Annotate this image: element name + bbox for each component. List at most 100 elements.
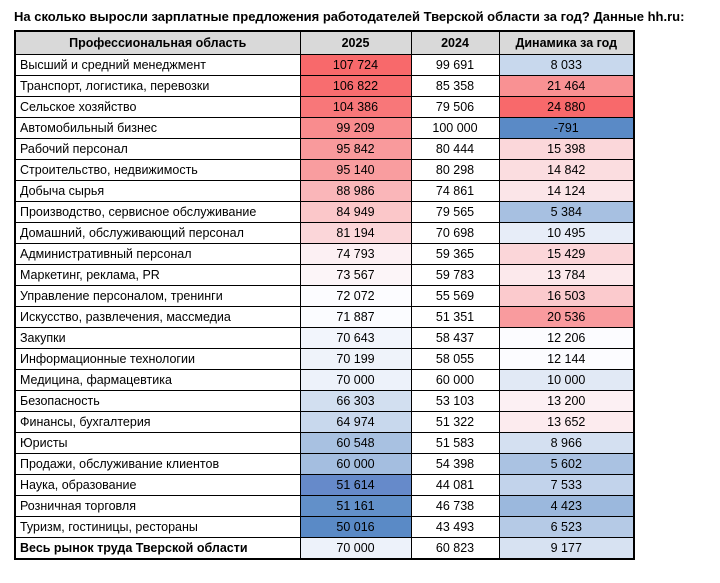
value-2025-cell: 70 000 [299,537,412,560]
profession-cell: Маркетинг, реклама, PR [14,264,301,286]
table-row: Рабочий персонал 95 842 80 444 15 398 [14,138,635,160]
table-row: Сельское хозяйство 104 386 79 506 24 880 [14,96,635,118]
dynamics-cell: 15 429 [498,243,635,265]
value-2024-cell: 80 444 [410,138,500,160]
dynamics-cell: 13 200 [498,390,635,412]
table-row: Юристы 60 548 51 583 8 966 [14,432,635,454]
profession-cell: Информационные технологии [14,348,301,370]
header-row: Профессиональная область 2025 2024 Динам… [14,30,635,55]
value-2025-cell: 70 199 [299,348,412,370]
profession-cell: Домашний, обслуживающий персонал [14,222,301,244]
dynamics-cell: 20 536 [498,306,635,328]
value-2025-cell: 64 974 [299,411,412,433]
table-row: Финансы, бухгалтерия 64 974 51 322 13 65… [14,411,635,433]
profession-cell: Юристы [14,432,301,454]
table-row: Розничная торговля 51 161 46 738 4 423 [14,495,635,517]
value-2024-cell: 60 000 [410,369,500,391]
profession-cell: Искусство, развлечения, массмедиа [14,306,301,328]
value-2024-cell: 55 569 [410,285,500,307]
value-2024-cell: 58 055 [410,348,500,370]
table-row: Административный персонал 74 793 59 365 … [14,243,635,265]
table-row: Домашний, обслуживающий персонал 81 194 … [14,222,635,244]
value-2025-cell: 66 303 [299,390,412,412]
dynamics-cell: 9 177 [498,537,635,560]
value-2025-cell: 74 793 [299,243,412,265]
value-2025-cell: 72 072 [299,285,412,307]
profession-cell: Высший и средний менеджмент [14,54,301,76]
table-body: Высший и средний менеджмент 107 724 99 6… [14,54,635,560]
value-2024-cell: 53 103 [410,390,500,412]
profession-cell: Производство, сервисное обслуживание [14,201,301,223]
dynamics-cell: 24 880 [498,96,635,118]
header-dynamics: Динамика за год [498,30,635,55]
dynamics-cell: 8 033 [498,54,635,76]
value-2025-cell: 60 548 [299,432,412,454]
dynamics-cell: 21 464 [498,75,635,97]
dynamics-cell: 7 533 [498,474,635,496]
table-row: Высший и средний менеджмент 107 724 99 6… [14,54,635,76]
header-profession: Профессиональная область [14,30,301,55]
value-2024-cell: 80 298 [410,159,500,181]
value-2024-cell: 100 000 [410,117,500,139]
header-2024: 2024 [410,30,500,55]
value-2024-cell: 51 322 [410,411,500,433]
dynamics-cell: 10 000 [498,369,635,391]
value-2024-cell: 59 365 [410,243,500,265]
table-row: Искусство, развлечения, массмедиа 71 887… [14,306,635,328]
profession-cell: Рабочий персонал [14,138,301,160]
table-row: Производство, сервисное обслуживание 84 … [14,201,635,223]
value-2025-cell: 50 016 [299,516,412,538]
value-2024-cell: 51 583 [410,432,500,454]
profession-cell: Розничная торговля [14,495,301,517]
value-2025-cell: 88 986 [299,180,412,202]
value-2024-cell: 85 358 [410,75,500,97]
profession-cell: Финансы, бухгалтерия [14,411,301,433]
profession-cell: Административный персонал [14,243,301,265]
dynamics-cell: 13 784 [498,264,635,286]
dynamics-cell: 6 523 [498,516,635,538]
dynamics-cell: 12 206 [498,327,635,349]
table-row: Наука, образование 51 614 44 081 7 533 [14,474,635,496]
dynamics-cell: 5 384 [498,201,635,223]
profession-cell: Транспорт, логистика, перевозки [14,75,301,97]
salary-table: Профессиональная область 2025 2024 Динам… [14,30,635,560]
dynamics-cell: -791 [498,117,635,139]
dynamics-cell: 8 966 [498,432,635,454]
table-row: Информационные технологии 70 199 58 055 … [14,348,635,370]
value-2025-cell: 71 887 [299,306,412,328]
profession-cell: Медицина, фармацевтика [14,369,301,391]
value-2024-cell: 51 351 [410,306,500,328]
profession-cell: Управление персоналом, тренинги [14,285,301,307]
table-row: Строительство, недвижимость 95 140 80 29… [14,159,635,181]
value-2025-cell: 84 949 [299,201,412,223]
dynamics-cell: 13 652 [498,411,635,433]
value-2024-cell: 79 565 [410,201,500,223]
table-row: Весь рынок труда Тверской области 70 000… [14,537,635,560]
value-2024-cell: 99 691 [410,54,500,76]
profession-cell: Продажи, обслуживание клиентов [14,453,301,475]
page: На сколько выросли зарплатные предложени… [0,9,720,560]
value-2024-cell: 59 783 [410,264,500,286]
table-row: Безопасность 66 303 53 103 13 200 [14,390,635,412]
header-2025: 2025 [299,30,412,55]
value-2024-cell: 44 081 [410,474,500,496]
value-2024-cell: 43 493 [410,516,500,538]
table-row: Автомобильный бизнес 99 209 100 000 -791 [14,117,635,139]
profession-cell: Туризм, гостиницы, рестораны [14,516,301,538]
profession-cell: Автомобильный бизнес [14,117,301,139]
value-2025-cell: 51 614 [299,474,412,496]
value-2024-cell: 79 506 [410,96,500,118]
dynamics-cell: 16 503 [498,285,635,307]
dynamics-cell: 15 398 [498,138,635,160]
table-row: Туризм, гостиницы, рестораны 50 016 43 4… [14,516,635,538]
value-2025-cell: 51 161 [299,495,412,517]
profession-cell: Добыча сырья [14,180,301,202]
table-row: Закупки 70 643 58 437 12 206 [14,327,635,349]
dynamics-cell: 12 144 [498,348,635,370]
dynamics-cell: 14 842 [498,159,635,181]
table-row: Медицина, фармацевтика 70 000 60 000 10 … [14,369,635,391]
value-2025-cell: 107 724 [299,54,412,76]
value-2024-cell: 58 437 [410,327,500,349]
value-2025-cell: 99 209 [299,117,412,139]
dynamics-cell: 4 423 [498,495,635,517]
